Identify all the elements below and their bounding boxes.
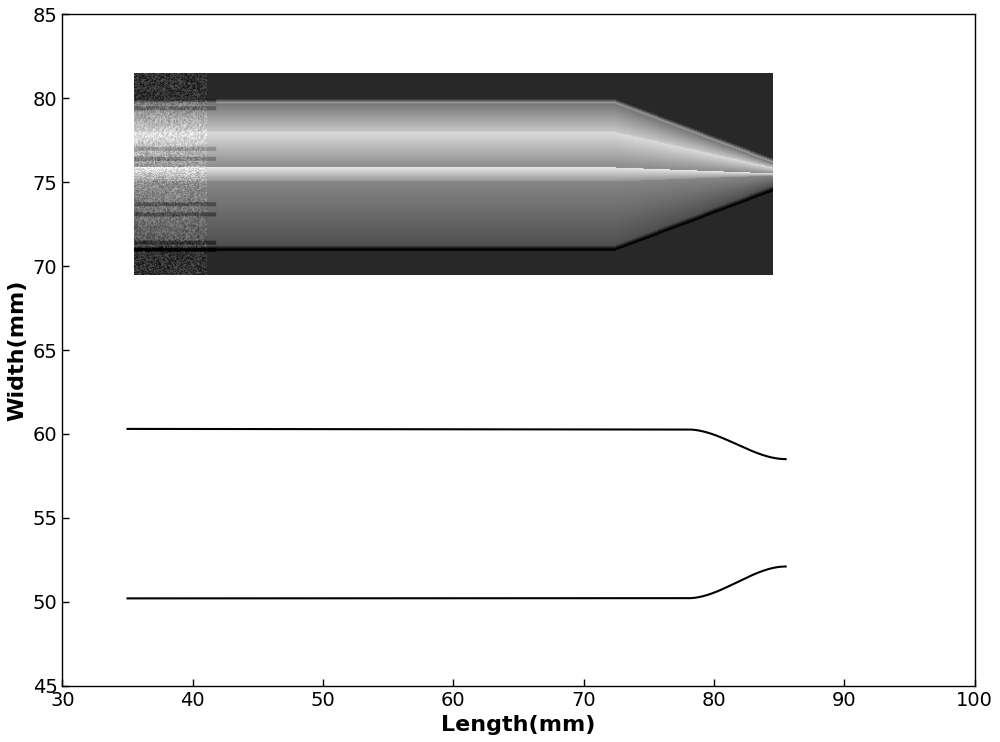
X-axis label: Length(mm): Length(mm)	[441, 715, 596, 735]
Y-axis label: Width(mm): Width(mm)	[7, 279, 27, 421]
